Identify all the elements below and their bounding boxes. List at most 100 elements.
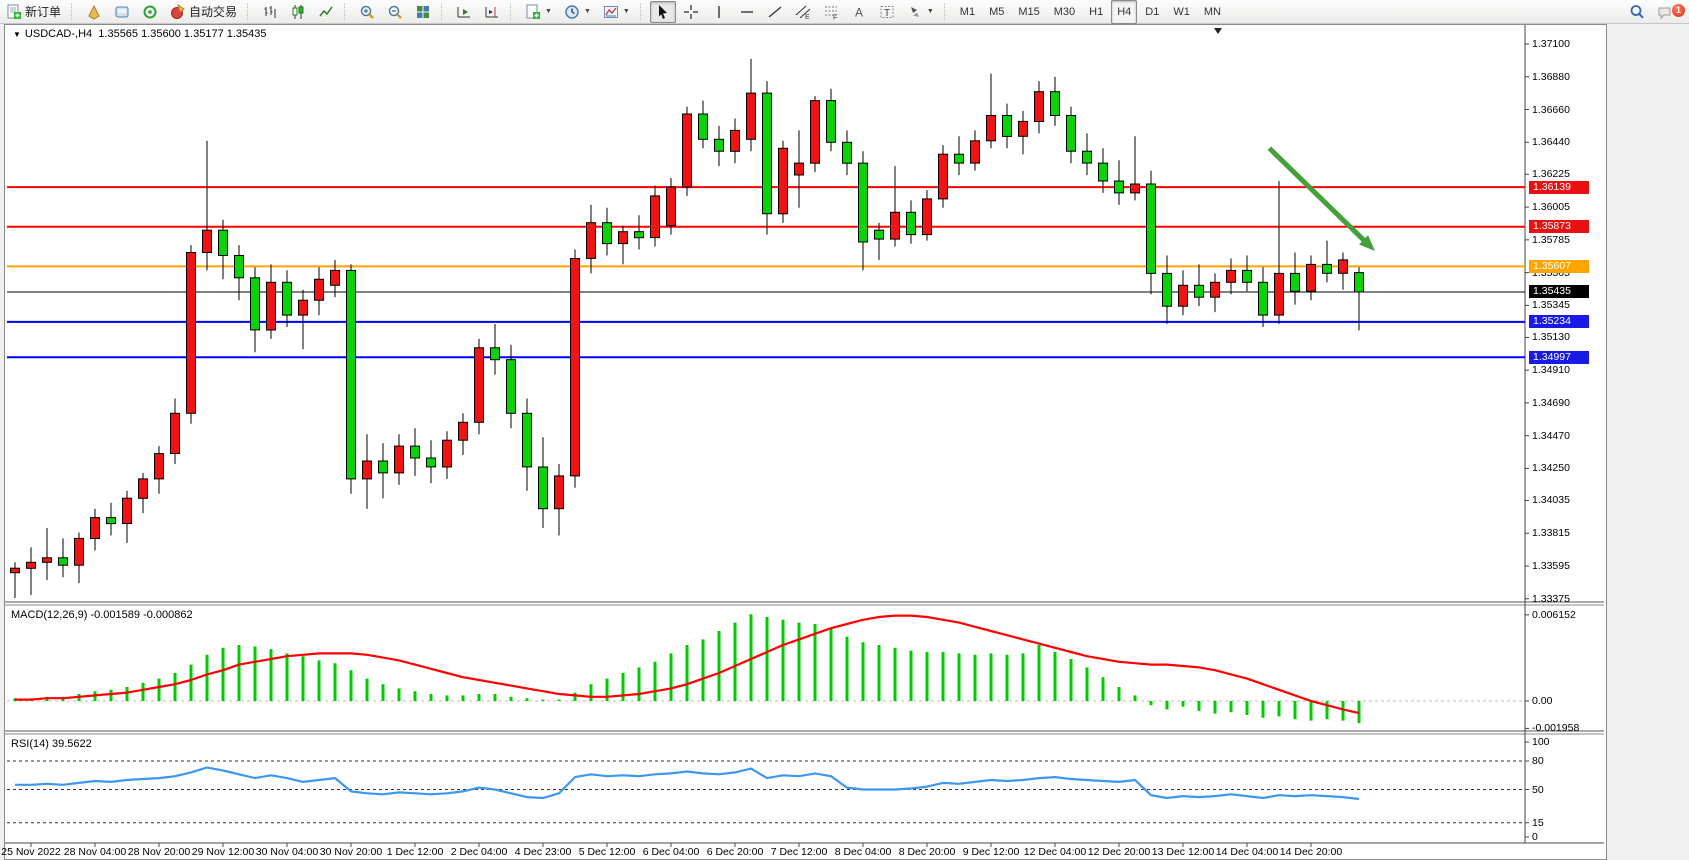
candle-up bbox=[794, 162, 804, 176]
fibonacci-icon: F bbox=[823, 4, 839, 21]
candle-up bbox=[570, 258, 580, 477]
candle-up bbox=[202, 229, 212, 253]
signals-button[interactable] bbox=[137, 1, 163, 23]
dropdown-caret-icon: ▼ bbox=[545, 8, 552, 15]
candle-down bbox=[1082, 150, 1092, 164]
timeframe-m15-button[interactable]: M15 bbox=[1018, 5, 1040, 18]
candle-down bbox=[346, 269, 356, 480]
crosshair-tool-button[interactable] bbox=[678, 1, 704, 23]
candle-up bbox=[890, 211, 900, 240]
candle-up bbox=[1274, 272, 1284, 316]
new-order-icon bbox=[6, 4, 22, 20]
crosshair-icon bbox=[683, 4, 699, 20]
timeframe-d1-button[interactable]: D1 bbox=[1145, 5, 1160, 18]
chart-title: ▼ USDCAD-,H4 1.35565 1.35600 1.35177 1.35… bbox=[13, 28, 267, 40]
macd-histogram bbox=[13, 614, 1361, 724]
svg-text:F: F bbox=[833, 14, 837, 20]
zoom-out-button[interactable] bbox=[382, 1, 408, 23]
timeframe-m5-button[interactable]: M5 bbox=[989, 5, 1005, 18]
search-icon bbox=[1629, 4, 1645, 20]
chart-symbol-period: USDCAD-,H4 bbox=[24, 28, 93, 40]
candle-up bbox=[970, 140, 980, 164]
chart-shift-button[interactable] bbox=[479, 1, 505, 23]
crayon-button[interactable] bbox=[81, 1, 107, 23]
main-toolbar: 新订单 自动交易 ▼ ▼ ▼ E F A T ▼ bbox=[0, 0, 1689, 24]
timeframe-h4-button[interactable]: H4 bbox=[1111, 0, 1138, 24]
timeframe-w1-button[interactable]: W1 bbox=[1173, 5, 1190, 18]
text-tool-button[interactable]: A bbox=[846, 1, 872, 23]
arrows-tool-button[interactable]: ▼ bbox=[902, 1, 939, 23]
candle-down bbox=[826, 100, 836, 143]
text-label-tool-button[interactable]: T bbox=[874, 1, 900, 23]
line-chart-button[interactable] bbox=[313, 1, 339, 23]
chart-shift-icon bbox=[484, 4, 500, 20]
timeframe-m30-button[interactable]: M30 bbox=[1053, 5, 1076, 18]
candle-up bbox=[362, 460, 372, 480]
horizontal-line-tool-button[interactable] bbox=[734, 1, 760, 23]
vertical-line-tool-button[interactable] bbox=[706, 1, 732, 23]
candlestick-chart-button[interactable] bbox=[285, 1, 311, 23]
candle-down bbox=[1290, 272, 1300, 292]
trend-arrow-annotation[interactable] bbox=[1267, 146, 1370, 246]
timeframe-m1-button[interactable]: M1 bbox=[959, 5, 976, 18]
candle-up bbox=[682, 113, 692, 188]
auto-trading-icon bbox=[170, 3, 186, 20]
candle-down bbox=[1162, 272, 1172, 307]
tile-windows-icon bbox=[415, 4, 431, 20]
candle-up bbox=[458, 421, 468, 441]
candles bbox=[10, 58, 1364, 598]
zoom-out-icon bbox=[387, 4, 403, 20]
arrows-icon bbox=[907, 4, 923, 20]
candle-down bbox=[106, 517, 116, 525]
chart-window: ▼ USDCAD-,H4 1.35565 1.35600 1.35177 1.35… bbox=[1, 24, 1607, 860]
candle-down bbox=[954, 153, 964, 164]
profiles-button[interactable]: ▼ bbox=[559, 1, 596, 23]
candle-down bbox=[698, 113, 708, 140]
candle-up bbox=[26, 561, 36, 569]
template-button[interactable]: ▼ bbox=[598, 1, 635, 23]
candle-down bbox=[58, 557, 68, 566]
candle-down bbox=[1066, 115, 1076, 152]
channel-tool-button[interactable]: E bbox=[790, 1, 816, 23]
chart-shift-marker[interactable] bbox=[1214, 28, 1222, 34]
line-chart-icon bbox=[318, 4, 334, 20]
zoom-in-button[interactable] bbox=[354, 1, 380, 23]
candle-up bbox=[1210, 281, 1220, 298]
candle-up bbox=[314, 278, 324, 301]
notifications-button[interactable]: 1 bbox=[1652, 1, 1688, 23]
candle-down bbox=[714, 138, 724, 152]
trendline-tool-button[interactable] bbox=[762, 1, 788, 23]
candle-up bbox=[1338, 259, 1348, 274]
candlestick-chart-icon bbox=[290, 4, 306, 20]
new-order-button[interactable]: 新订单 bbox=[1, 1, 66, 23]
auto-scroll-button[interactable] bbox=[451, 1, 477, 23]
svg-text:T: T bbox=[884, 8, 890, 19]
auto-scroll-icon bbox=[456, 4, 472, 20]
dropdown-caret-icon: ▼ bbox=[583, 8, 591, 15]
tile-windows-button[interactable] bbox=[410, 1, 436, 23]
chart-canvas[interactable] bbox=[5, 25, 1606, 859]
candle-up bbox=[10, 567, 20, 574]
candle-down bbox=[538, 466, 548, 510]
toolbar-separator bbox=[510, 3, 515, 20]
new-chart-button[interactable]: ▼ bbox=[520, 1, 557, 23]
bar-chart-button[interactable] bbox=[257, 1, 283, 23]
market-watch-button[interactable] bbox=[109, 1, 135, 23]
auto-trading-button[interactable]: 自动交易 bbox=[165, 1, 242, 23]
toolbar-separator bbox=[441, 3, 446, 20]
timeframe-h1-button[interactable]: H1 bbox=[1089, 5, 1104, 18]
candle-down bbox=[874, 229, 884, 240]
timeframe-mn-button[interactable]: MN bbox=[1203, 5, 1221, 18]
candle-down bbox=[426, 457, 436, 468]
bar-chart-icon bbox=[262, 4, 278, 20]
fibonacci-tool-button[interactable]: F bbox=[818, 1, 844, 23]
search-button[interactable] bbox=[1624, 1, 1650, 23]
cursor-tool-button[interactable] bbox=[649, 0, 676, 23]
candle-down bbox=[378, 460, 388, 474]
candle-up bbox=[778, 147, 788, 215]
auto-trading-label: 自动交易 bbox=[189, 5, 238, 19]
equidistant-channel-icon: E bbox=[795, 4, 811, 21]
trend-arrow-head bbox=[1359, 235, 1375, 252]
toolbar-separator bbox=[71, 3, 76, 20]
candle-up bbox=[810, 100, 820, 164]
